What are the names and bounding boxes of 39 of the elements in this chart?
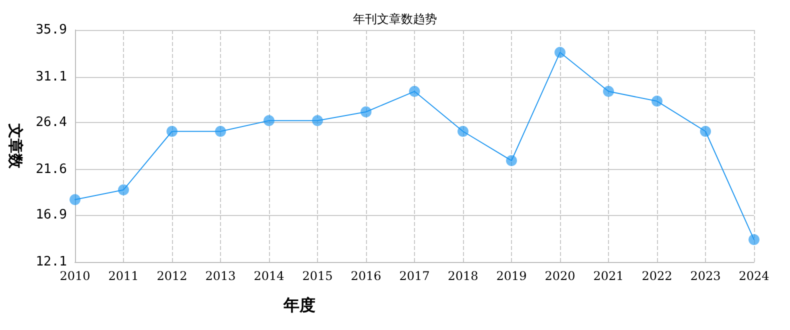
point <box>360 106 372 118</box>
point <box>264 115 274 126</box>
y-tick-label: 12.1 <box>36 254 67 270</box>
y-tick-label: 26.4 <box>36 115 68 130</box>
point <box>215 126 226 137</box>
x-tick-label: 2024 <box>738 269 770 283</box>
x-tick-label: 2017 <box>399 269 430 283</box>
point <box>166 126 178 137</box>
x-tick-label: 2010 <box>60 269 90 283</box>
y-tick-label: 16.9 <box>36 208 67 223</box>
x-tick-label: 2019 <box>496 269 527 283</box>
point <box>652 96 662 107</box>
point <box>748 234 760 246</box>
point <box>409 86 420 97</box>
x-tick-label: 2012 <box>156 269 188 283</box>
y-tick-label: 31.1 <box>36 69 67 84</box>
y-axis-title: 文章数 <box>6 122 24 170</box>
x-tick-label: 2016 <box>350 269 382 283</box>
x-tick-label: 2023 <box>690 269 721 283</box>
point <box>312 115 323 126</box>
x-tick-label: 2020 <box>544 269 576 283</box>
point <box>118 184 129 196</box>
x-tick-label: 2014 <box>254 269 285 283</box>
point <box>554 46 566 58</box>
x-tick-label: 2015 <box>302 269 333 283</box>
point <box>70 194 80 206</box>
x-tick-label: 2011 <box>108 269 139 283</box>
chart-title: 年刊文章数趋势 <box>353 12 437 26</box>
x-tick-label: 2022 <box>642 269 672 283</box>
point <box>603 86 614 97</box>
x-axis-title: 年度 <box>282 296 316 314</box>
y-tick-label: 35.9 <box>36 22 67 38</box>
x-tick-label: 2021 <box>593 269 624 283</box>
y-tick-label: 21.6 <box>36 162 67 177</box>
point <box>506 155 517 166</box>
x-tick-label: 2018 <box>448 269 478 283</box>
point <box>458 126 468 137</box>
point <box>700 126 711 137</box>
x-tick-label: 2013 <box>205 269 236 283</box>
